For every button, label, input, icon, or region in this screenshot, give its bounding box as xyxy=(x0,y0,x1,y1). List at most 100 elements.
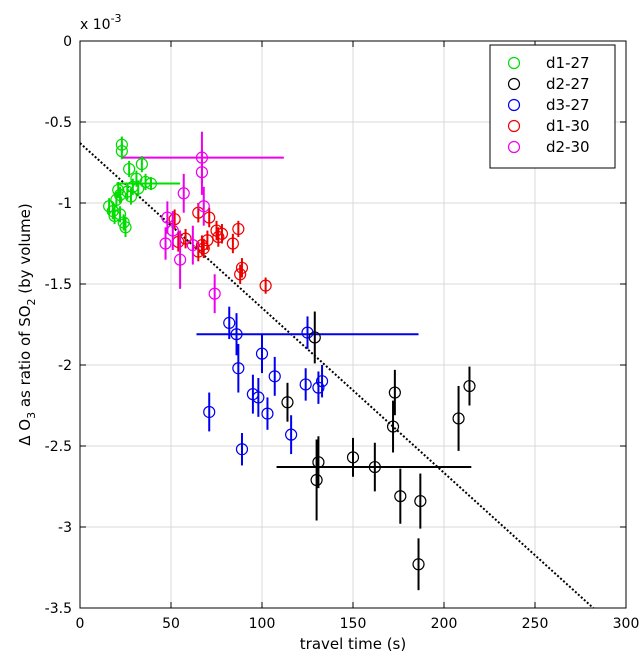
marker xyxy=(166,224,179,237)
marker xyxy=(230,328,243,341)
marker xyxy=(159,237,172,250)
marker xyxy=(368,460,381,474)
data-point-d1-30 xyxy=(197,238,210,259)
marker xyxy=(177,187,190,200)
legend-label-d1-30: d1-30 xyxy=(546,117,590,135)
y-tick-label: -3.5 xyxy=(45,601,72,617)
data-point-d2-30 xyxy=(174,230,187,289)
data-point-d2-27 xyxy=(386,400,400,453)
data-point-d3-27 xyxy=(299,368,312,401)
x-tick-label: 50 xyxy=(162,616,180,632)
data-point-d2-27 xyxy=(310,439,323,521)
data-point-d3-27 xyxy=(252,377,265,417)
marker xyxy=(388,386,401,399)
marker xyxy=(226,237,239,250)
data-point-d2-27 xyxy=(281,382,294,422)
marker xyxy=(232,222,245,236)
data-point-d2-27 xyxy=(394,468,407,524)
horizontal-range-bars xyxy=(116,156,472,469)
marker xyxy=(223,316,236,329)
marker xyxy=(234,268,247,281)
data-point-d3-27 xyxy=(230,313,243,356)
y-tick-label: -1 xyxy=(58,196,72,212)
data-point-d2-27 xyxy=(368,442,381,492)
marker xyxy=(130,172,143,185)
y-tick-label: -3 xyxy=(58,520,72,536)
marker xyxy=(315,375,329,388)
marker xyxy=(208,287,221,300)
data-point-d3-27 xyxy=(261,397,274,430)
legend-marker-d2-30 xyxy=(507,140,521,154)
data-point-d2-30 xyxy=(197,186,210,226)
data-point-d1-27 xyxy=(115,143,128,160)
marker xyxy=(132,182,145,195)
data-point-d1-27 xyxy=(130,170,143,187)
legend: d1-27 d2-27 d3-27 d1-30 d2-30 xyxy=(489,44,616,169)
marker xyxy=(235,261,249,274)
marker xyxy=(195,151,209,164)
data-point-d1-30 xyxy=(203,207,216,228)
legend-label-d3-27: d3-27 xyxy=(546,96,590,114)
marker xyxy=(312,381,325,394)
marker xyxy=(168,213,181,226)
data-point-d1-27 xyxy=(123,160,136,178)
marker xyxy=(412,558,425,571)
marker xyxy=(135,158,148,171)
data-point-d2-30 xyxy=(186,225,199,265)
marker xyxy=(186,239,199,252)
data-point-d2-30 xyxy=(208,274,221,314)
data-points xyxy=(103,131,476,591)
data-point-d1-27 xyxy=(119,217,132,238)
data-point-d2-27 xyxy=(312,436,325,489)
data-point-d3-27 xyxy=(232,343,245,393)
data-point-d1-30 xyxy=(215,224,229,244)
marker xyxy=(452,412,465,425)
x-tick-label: 300 xyxy=(613,616,640,632)
marker xyxy=(215,227,229,240)
marker xyxy=(232,362,245,375)
data-point-d2-30 xyxy=(166,211,179,250)
marker xyxy=(268,370,281,383)
marker xyxy=(255,347,269,360)
marker xyxy=(201,234,214,247)
marker xyxy=(386,420,400,433)
fit-line-group xyxy=(79,142,594,609)
data-point-d3-27 xyxy=(203,392,216,432)
data-point-d3-27 xyxy=(268,356,281,396)
x-tick-label: 100 xyxy=(249,616,276,632)
legend-marker-d1-30 xyxy=(507,119,521,133)
data-point-d1-30 xyxy=(226,233,239,254)
marker xyxy=(235,443,249,456)
marker xyxy=(212,230,225,244)
x-tick-label: 250 xyxy=(522,616,549,632)
marker xyxy=(394,490,407,503)
marker xyxy=(259,279,272,292)
y-label-part-3: (by volume) xyxy=(16,203,34,298)
data-point-d3-27 xyxy=(285,415,298,455)
data-point-d1-30 xyxy=(212,227,225,247)
data-point-d2-27 xyxy=(388,369,401,416)
y-label-part-1: Δ O xyxy=(16,419,34,446)
marker xyxy=(346,451,360,464)
data-point-d3-27 xyxy=(301,316,314,349)
marker xyxy=(197,242,210,255)
y-label-subscript-2: 2 xyxy=(25,298,38,305)
data-point-d2-27 xyxy=(346,437,360,477)
legend-marker-d3-27 xyxy=(507,98,521,112)
legend-marker-d1-27 xyxy=(507,56,521,70)
data-point-d2-30 xyxy=(177,173,190,213)
legend-label-d1-27: d1-27 xyxy=(546,54,590,72)
data-point-d1-27 xyxy=(144,177,158,191)
data-point-d1-30 xyxy=(235,258,249,278)
marker xyxy=(281,396,294,409)
marker xyxy=(144,177,158,190)
data-point-d3-27 xyxy=(223,306,236,340)
y-tick-label: -0.5 xyxy=(45,115,72,131)
legend-marker-d2-27 xyxy=(507,77,521,91)
y-tick-label: -1.5 xyxy=(45,277,72,293)
marker xyxy=(285,428,298,441)
marker xyxy=(301,326,314,339)
marker xyxy=(123,162,136,176)
data-point-d3-27 xyxy=(246,374,259,414)
data-point-d1-30 xyxy=(234,264,247,284)
